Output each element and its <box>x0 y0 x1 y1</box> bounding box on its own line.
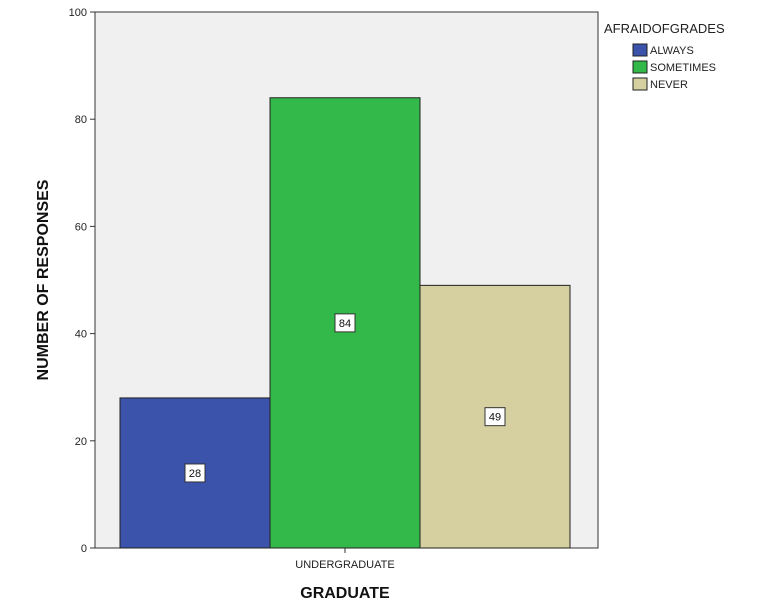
legend: AFRAIDOFGRADES ALWAYS SOMETIMES NEVER <box>604 21 725 91</box>
y-tick-label: 80 <box>75 114 87 126</box>
legend-swatch-always <box>632 43 648 57</box>
legend-label-never: NEVER <box>650 79 688 91</box>
data-label-always: 28 <box>189 468 201 480</box>
y-axis-title: NUMBER OF RESPONSES <box>35 179 52 380</box>
legend-label-sometimes: SOMETIMES <box>650 62 716 74</box>
data-label-never: 49 <box>489 412 501 424</box>
legend-swatch-sometimes <box>632 60 648 74</box>
x-axis-title: GRADUATE <box>300 585 390 602</box>
x-axis: UNDERGRADUATE <box>295 548 395 571</box>
legend-swatch-never <box>632 77 648 91</box>
legend-title: AFRAIDOFGRADES <box>604 21 725 36</box>
data-label-sometimes: 84 <box>339 318 351 330</box>
bars: 28 84 49 <box>119 97 571 549</box>
legend-label-always: ALWAYS <box>650 45 694 57</box>
y-tick-label: 0 <box>81 543 87 555</box>
data-label-box <box>334 313 356 333</box>
y-axis: 0 20 40 60 80 100 <box>69 7 96 555</box>
x-tick-label: UNDERGRADUATE <box>295 559 394 571</box>
data-label-box <box>184 463 206 483</box>
y-tick-label: 40 <box>75 329 87 341</box>
y-tick-label: 20 <box>75 436 87 448</box>
y-tick-label: 100 <box>69 7 87 19</box>
data-label-box <box>484 407 506 427</box>
y-tick-label: 60 <box>75 221 87 233</box>
